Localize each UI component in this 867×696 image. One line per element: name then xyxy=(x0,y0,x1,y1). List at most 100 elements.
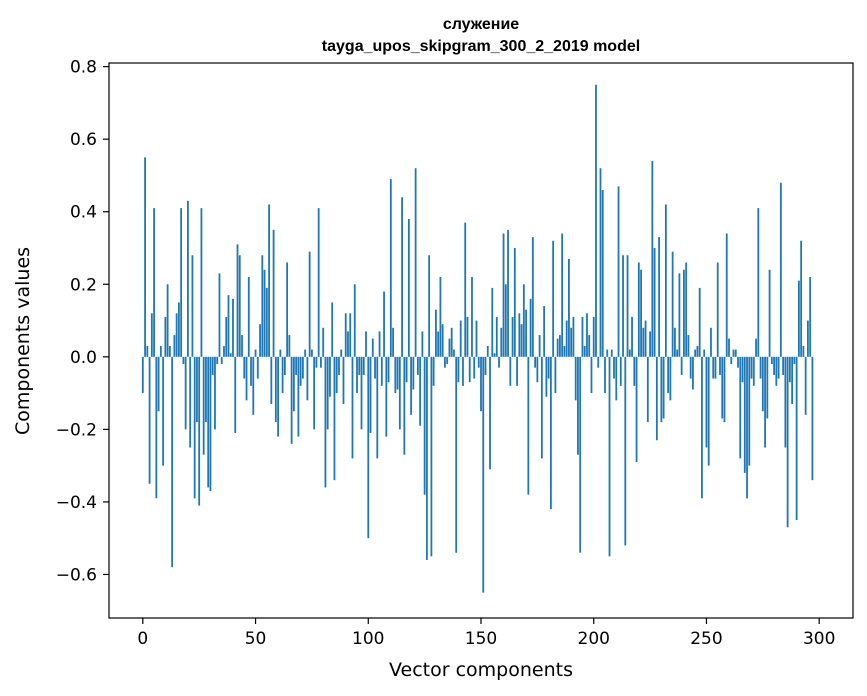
bar-30 xyxy=(209,356,212,492)
bar-99 xyxy=(365,331,367,357)
bar-288 xyxy=(791,356,794,404)
bar-231 xyxy=(662,356,665,419)
bar-60 xyxy=(277,356,279,437)
bar-112 xyxy=(394,356,397,394)
bar-215 xyxy=(626,255,629,357)
x-tick-label: 50 xyxy=(245,629,267,649)
bar-250 xyxy=(705,356,708,448)
bar-136 xyxy=(448,338,451,357)
bar-2 xyxy=(146,345,149,357)
bar-145 xyxy=(468,356,471,383)
bar-218 xyxy=(633,356,636,386)
bar-236 xyxy=(673,327,676,357)
bar-81 xyxy=(324,356,327,488)
bar-124 xyxy=(421,331,424,357)
bar-73 xyxy=(306,356,309,401)
y-tick-label: 0.8 xyxy=(70,58,97,78)
bar-40 xyxy=(232,298,234,357)
bar-18 xyxy=(182,356,185,365)
bar-28 xyxy=(205,356,207,423)
bar-281 xyxy=(775,356,778,386)
bar-296 xyxy=(809,277,812,357)
bar-289 xyxy=(793,356,796,365)
x-tick-label: 200 xyxy=(578,629,610,649)
bar-282 xyxy=(777,356,780,379)
bar-232 xyxy=(664,204,667,357)
bar-178 xyxy=(543,306,546,357)
bar-130 xyxy=(435,309,437,357)
bar-267 xyxy=(743,356,746,473)
bar-180 xyxy=(547,356,550,379)
bar-95 xyxy=(356,356,358,394)
bar-272 xyxy=(755,338,757,357)
bar-235 xyxy=(671,251,674,357)
bar-241 xyxy=(685,262,688,357)
bar-200 xyxy=(592,316,595,357)
bar-137 xyxy=(450,327,453,357)
bar-269 xyxy=(748,356,751,466)
bar-223 xyxy=(644,320,647,357)
bar-141 xyxy=(459,320,462,357)
bar-79 xyxy=(320,356,322,368)
bar-224 xyxy=(646,356,649,423)
bar-131 xyxy=(437,331,440,357)
bar-271 xyxy=(752,356,755,386)
bar-174 xyxy=(534,356,537,368)
bar-135 xyxy=(446,356,449,365)
bar-98 xyxy=(362,356,365,375)
bar-144 xyxy=(466,316,469,357)
bar-27 xyxy=(202,356,205,455)
bar-63 xyxy=(283,356,286,375)
bar-242 xyxy=(687,335,690,357)
bar-113 xyxy=(396,356,399,390)
bar-244 xyxy=(692,356,694,390)
bar-69 xyxy=(297,356,300,437)
bar-7 xyxy=(157,356,160,412)
bar-238 xyxy=(678,273,681,357)
bar-114 xyxy=(398,356,401,430)
bar-5 xyxy=(153,208,155,357)
bar-276 xyxy=(764,356,766,448)
bar-149 xyxy=(477,356,480,368)
bar-190 xyxy=(570,327,573,357)
bar-17 xyxy=(180,208,183,357)
bar-142 xyxy=(462,356,464,386)
bar-111 xyxy=(392,327,394,357)
bar-191 xyxy=(572,316,575,357)
bar-201 xyxy=(595,84,597,357)
bar-221 xyxy=(640,269,642,357)
bar-96 xyxy=(358,356,361,375)
bar-274 xyxy=(759,356,762,379)
bar-280 xyxy=(773,356,775,375)
bar-11 xyxy=(166,284,169,357)
bar-57 xyxy=(270,356,273,404)
bar-207 xyxy=(608,356,611,557)
bar-47 xyxy=(247,277,250,357)
bar-15 xyxy=(175,313,178,357)
bar-164 xyxy=(511,316,514,357)
bar-182 xyxy=(552,240,555,357)
bar-237 xyxy=(676,349,679,357)
bar-189 xyxy=(568,258,570,357)
bar-19 xyxy=(184,356,187,430)
x-axis-ticks: 0 50 100 150 200 250 300 xyxy=(137,618,835,649)
bar-193 xyxy=(577,356,579,455)
bar-161 xyxy=(504,284,507,357)
bar-283 xyxy=(779,182,782,357)
bar-188 xyxy=(565,320,568,357)
bar-168 xyxy=(520,324,523,357)
bar-155 xyxy=(491,287,494,357)
bar-202 xyxy=(597,356,600,368)
bar-29 xyxy=(207,356,210,488)
bar-117 xyxy=(405,356,408,383)
bar-53 xyxy=(261,255,264,357)
bar-157 xyxy=(495,316,498,357)
bar-128 xyxy=(430,356,433,557)
bar-208 xyxy=(610,349,613,357)
bar-132 xyxy=(439,277,442,357)
bar-162 xyxy=(507,229,509,357)
x-tick-label: 150 xyxy=(465,629,497,649)
bar-294 xyxy=(804,356,807,415)
bar-26 xyxy=(200,208,203,357)
